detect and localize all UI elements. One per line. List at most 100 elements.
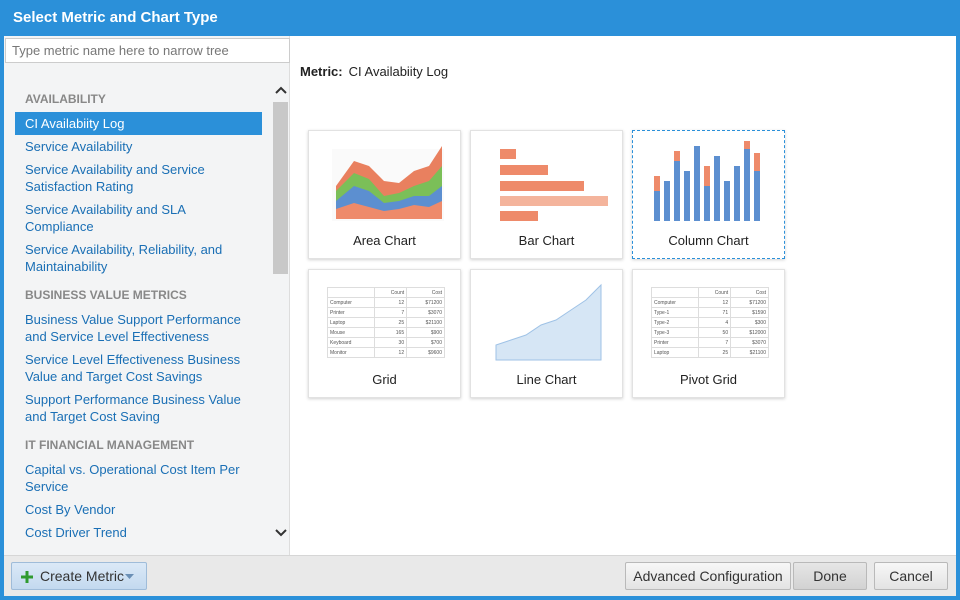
table-row: Type-2 4 $300 [650, 317, 769, 328]
cell: 7 [698, 337, 732, 348]
column-header: Cost [730, 287, 769, 298]
cell: $700 [406, 337, 445, 348]
thumbnail-table: Count Cost Computer 12 $71200 Printer 7 $3070 La… [326, 287, 445, 358]
tree-item[interactable]: Capital vs. Operational Cost Item Per Se… [25, 462, 240, 494]
cell: $3070 [730, 337, 769, 348]
chart-panel: Metric: CI Availabiity Log Area Chart Bar … [291, 36, 956, 555]
table-row: Keyboard 30 $700 [326, 337, 445, 348]
cell: 12 [698, 297, 732, 308]
cell: 25 [698, 347, 732, 358]
chart-type-card[interactable]: Count Cost Computer 12 $71200 Type-1 71 $1590 Ty… [632, 269, 785, 398]
chart-type-card[interactable]: Column Chart [632, 130, 785, 259]
metric-panel: Type metric name here to narrow tree AVA… [4, 36, 290, 555]
cell: Mouse [326, 327, 376, 338]
dropdown-arrow [125, 574, 134, 579]
tree-item[interactable]: Service Availability and Service Satisfa… [25, 162, 205, 194]
cancel-button[interactable]: Cancel [874, 562, 948, 590]
thumbnail [654, 141, 760, 221]
cell: 4 [698, 317, 732, 328]
cell: Printer [650, 337, 700, 348]
cell: 12 [374, 347, 408, 358]
cell: Keyboard [326, 337, 376, 348]
chart-type-label: Grid [372, 372, 397, 387]
table-row: Laptop 25 $21100 [326, 317, 445, 328]
thumbnail-table: Count Cost Computer 12 $71200 Type-1 71 $1590 Ty… [650, 287, 769, 358]
group-header: IT FINANCIAL MANAGEMENT [25, 438, 195, 452]
thumbnail [332, 146, 444, 221]
tree-item[interactable]: Service Availability and SLA Compliance [25, 202, 186, 234]
metric-label: Metric: [300, 64, 343, 79]
cell: 50 [698, 327, 732, 338]
table-row: Computer 12 $71200 [650, 297, 769, 308]
cell: Computer [650, 297, 700, 308]
table-row: Laptop 25 $21100 [650, 347, 769, 358]
cell: 12 [374, 297, 408, 308]
tree-item[interactable]: Cost By Vendor [25, 502, 116, 517]
table-row: Printer 7 $3070 [326, 307, 445, 318]
cell: 25 [374, 317, 408, 328]
group-header: BUSINESS VALUE METRICS [25, 288, 187, 302]
tree-item[interactable]: Business Value Support Performance and S… [25, 312, 241, 344]
cell: $71200 [406, 297, 445, 308]
cell: 30 [374, 337, 408, 348]
footer: Create Metric Advanced Configuration Don… [4, 555, 956, 596]
tree-item[interactable]: Service Availability [25, 139, 133, 154]
tree-item[interactable]: Service Availability, Reliability, and M… [25, 242, 223, 274]
column-header: Count [698, 287, 732, 298]
cell: Type-3 [650, 327, 700, 338]
scroll-up[interactable] [275, 84, 287, 96]
chart-type-card[interactable]: Area Chart [308, 130, 461, 259]
metric-tree: AVAILABILITY CI Availabiity Log Service Av… [4, 82, 272, 555]
table-row: Computer 12 $71200 [326, 297, 445, 308]
plus-icon [21, 571, 33, 583]
cell: 7 [374, 307, 408, 318]
cell: $71200 [730, 297, 769, 308]
cell: $300 [730, 317, 769, 328]
table-row: Mouse 165 $900 [326, 327, 445, 338]
cell: Printer [326, 307, 376, 318]
tree-item[interactable]: CI Availabiity Log [15, 112, 262, 135]
cell: $9600 [406, 347, 445, 358]
table-row: Monitor 12 $9600 [326, 347, 445, 358]
cell: Type-2 [650, 317, 700, 328]
chart-type-card[interactable]: Count Cost Computer 12 $71200 Printer 7 $3070 La… [308, 269, 461, 398]
done-button[interactable]: Done [793, 562, 867, 590]
scroll-down[interactable] [275, 527, 287, 539]
chart-type-label: Pivot Grid [679, 372, 738, 387]
search-box[interactable]: Type metric name here to narrow tree [5, 38, 290, 63]
cell: $1590 [730, 307, 769, 318]
create-metric-button[interactable]: Create Metric [11, 562, 147, 590]
cell: $900 [406, 327, 445, 338]
tree-item[interactable]: Service Level Effectiveness Business Val… [25, 352, 241, 384]
cell: $3070 [406, 307, 445, 318]
table-header: Count Cost [650, 287, 769, 298]
thumbnail [495, 283, 602, 361]
chart-type-label: Bar Chart [518, 233, 575, 248]
tree-item[interactable]: Cost Driver Trend [25, 525, 127, 540]
tree-item[interactable]: Support Performance Business Value and T… [25, 392, 241, 424]
advanced-button[interactable]: Advanced Configuration [625, 562, 791, 590]
table-row: Type-1 71 $1590 [650, 307, 769, 318]
chart-type-card[interactable]: Line Chart [470, 269, 623, 398]
chart-type-card[interactable]: Bar Chart [470, 130, 623, 259]
cell: 71 [698, 307, 732, 318]
cell: Type-1 [650, 307, 700, 318]
cell: Computer [326, 297, 376, 308]
cell [326, 287, 376, 298]
table-row: Printer 7 $3070 [650, 337, 769, 348]
dialog-title: Select Metric and Chart Type [0, 0, 960, 36]
cell: Laptop [650, 347, 700, 358]
cell: $21100 [406, 317, 445, 328]
scrollbar-thumb[interactable] [273, 102, 288, 274]
chart-type-label: Line Chart [516, 372, 577, 387]
selected-metric: Metric: CI Availabiity Log [300, 64, 448, 79]
thumbnail [500, 149, 608, 221]
cell: 165 [374, 327, 408, 338]
cell: $12000 [730, 327, 769, 338]
table-header: Count Cost [326, 287, 445, 298]
column-header: Cost [406, 287, 445, 298]
cell: $21100 [730, 347, 769, 358]
button-label: Create Metric [40, 568, 125, 584]
metric-value: CI Availabiity Log [348, 64, 449, 79]
cell: Laptop [326, 317, 376, 328]
